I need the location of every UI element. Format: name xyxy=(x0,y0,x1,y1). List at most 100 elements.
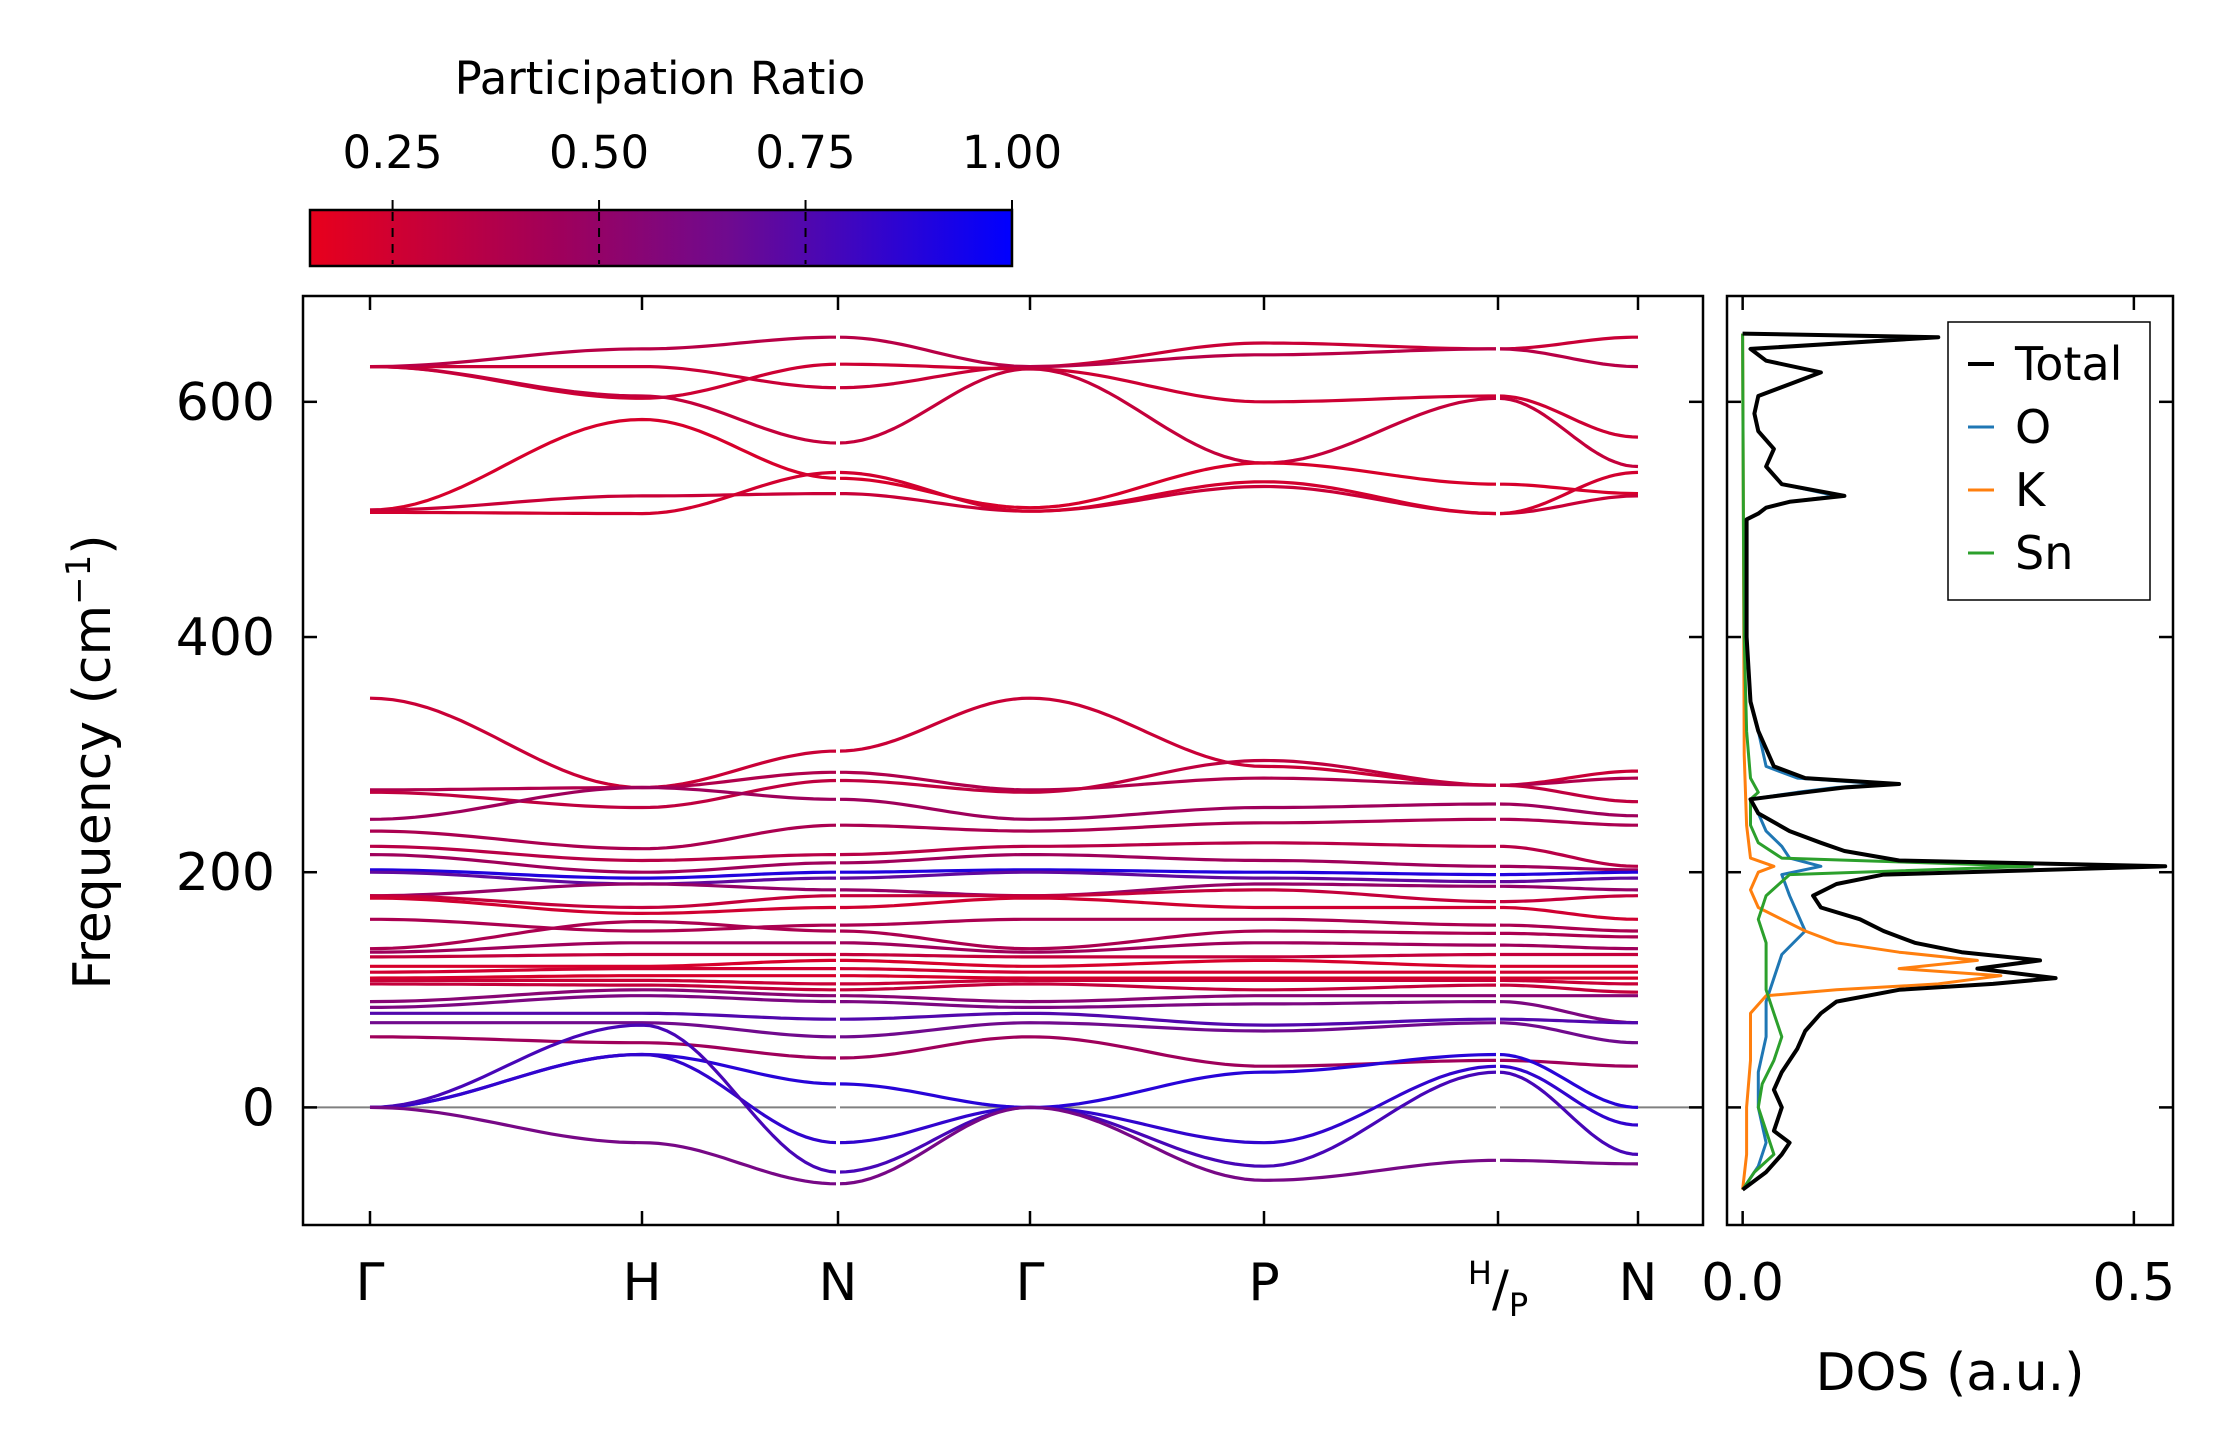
phonon-band xyxy=(837,929,1498,951)
phonon-band xyxy=(1497,1021,1639,1045)
phonon-band xyxy=(838,952,1498,959)
phonon-band xyxy=(370,917,839,933)
legend-label-o: O xyxy=(2015,400,2051,454)
phonon-band xyxy=(1498,482,1639,496)
colorbar-gradient xyxy=(308,208,1014,268)
phonon-band xyxy=(838,978,1498,986)
phonon-band xyxy=(370,365,839,390)
dos-line-sn xyxy=(1741,333,2034,1191)
phonon-band xyxy=(837,1070,1499,1174)
phonon-band xyxy=(1497,470,1639,516)
phonon-band xyxy=(838,896,1498,910)
colorbar-tick-label: 1.00 xyxy=(962,126,1062,179)
dos-panel: 0.0 0.5 DOS (a.u.) Total OK Sn xyxy=(1701,294,2175,1403)
dos-x-axis-label: DOS (a.u.) xyxy=(1816,1343,2085,1403)
phonon-band xyxy=(1498,894,1639,904)
phonon-band xyxy=(370,994,839,1009)
phonon-band xyxy=(369,974,838,980)
phonon-band xyxy=(1497,1052,1639,1109)
colorbar-ticks xyxy=(391,200,1013,264)
dos-x-ticks: 0.0 0.5 xyxy=(1701,296,2175,1313)
colorbar-tick-label: 0.25 xyxy=(342,126,442,179)
phonon-band xyxy=(838,974,1498,980)
kpoint-label: N xyxy=(1619,1253,1658,1313)
phonon-band xyxy=(370,492,838,512)
phonon-band xyxy=(370,967,838,974)
phonon-band xyxy=(838,1011,1498,1027)
band-structure-panel: 0 200 400 600 Γ H N Γ P H/P N Frequency (cm−1) xyxy=(59,294,1705,1324)
colorbar: Participation Ratio 0.25 0.50 0.75 1.00 xyxy=(308,52,1062,268)
y-tick-label: 400 xyxy=(176,608,275,668)
phonon-band xyxy=(369,696,839,790)
phonon-band xyxy=(369,335,838,369)
band-plot-frame xyxy=(301,294,1705,1227)
phonon-band xyxy=(369,785,838,821)
kpoint-label: Γ xyxy=(1016,1253,1045,1313)
phonon-band xyxy=(838,917,1498,927)
phonon-band xyxy=(1497,347,1639,369)
phonon-band xyxy=(1498,870,1638,877)
phonon-band xyxy=(838,958,1498,968)
phonon-band xyxy=(837,367,1499,465)
phonon-band xyxy=(838,888,1498,904)
dos-plot-frame xyxy=(1725,294,2175,1227)
phonon-band xyxy=(369,1035,839,1060)
colorbar-tick-label: 0.50 xyxy=(549,126,649,179)
phonon-band xyxy=(1497,923,1638,933)
phonon-band xyxy=(838,484,1499,516)
y-axis-label: Frequency (cm−1) xyxy=(59,534,123,989)
phonon-band xyxy=(837,1052,1499,1109)
phonon-band xyxy=(1497,396,1639,469)
phonon-band xyxy=(369,1052,839,1145)
phonon-band xyxy=(369,417,839,512)
phonon-band xyxy=(369,920,838,951)
phonon-band xyxy=(369,1023,839,1174)
phonon-bands xyxy=(369,335,1639,1186)
colorbar-label: Participation Ratio xyxy=(455,52,866,105)
phonon-band xyxy=(1498,1017,1638,1025)
phonon-band xyxy=(1498,1058,1638,1068)
kpoint-ticks xyxy=(368,296,1640,1225)
phonon-band xyxy=(370,470,839,516)
colorbar-tick-labels: 0.25 0.50 0.75 1.00 xyxy=(342,126,1062,179)
dos-curves xyxy=(1741,331,2168,1192)
phonon-band xyxy=(370,1011,838,1021)
phonon-band xyxy=(370,868,838,880)
phonon-band xyxy=(370,958,838,968)
phonon-band xyxy=(838,770,1498,792)
phonon-band xyxy=(1498,817,1638,827)
phonon-band xyxy=(838,362,1498,404)
phonon-band xyxy=(369,941,838,954)
phonon-band xyxy=(837,335,1498,369)
phonon-band xyxy=(369,988,838,1004)
phonon-band xyxy=(1498,943,1639,951)
phonon-band xyxy=(370,882,839,898)
phonon-band xyxy=(838,870,1498,884)
phonon-band xyxy=(369,896,838,915)
kpath-dividers xyxy=(836,316,1500,1205)
phonon-band xyxy=(370,1021,838,1039)
phonon-band xyxy=(1497,864,1639,872)
y-tick-label: 0 xyxy=(242,1078,275,1138)
phonon-band xyxy=(838,1021,1499,1039)
dos-y-ticks xyxy=(1727,400,2173,1109)
kpoint-label: N xyxy=(819,1253,858,1313)
phonon-band xyxy=(837,470,1499,516)
phonon-band xyxy=(838,853,1498,868)
phonon-band xyxy=(370,823,839,851)
phonon-band xyxy=(1497,1070,1639,1156)
phonon-band xyxy=(838,882,1498,898)
phonon-band xyxy=(1497,394,1639,439)
band-y-ticks: 0 200 400 600 xyxy=(176,373,1703,1138)
phonon-band xyxy=(1497,1064,1639,1127)
phonon-band xyxy=(1497,844,1639,868)
phonon-band xyxy=(838,982,1498,992)
phonon-band xyxy=(369,365,839,445)
phonon-band xyxy=(1498,335,1638,351)
phonon-band xyxy=(1498,1158,1639,1166)
phonon-band xyxy=(1498,905,1639,921)
phonon-band xyxy=(837,967,1498,974)
phonon-band xyxy=(838,994,1498,1004)
dos-x-tick-label: 0.0 xyxy=(1701,1253,1784,1313)
